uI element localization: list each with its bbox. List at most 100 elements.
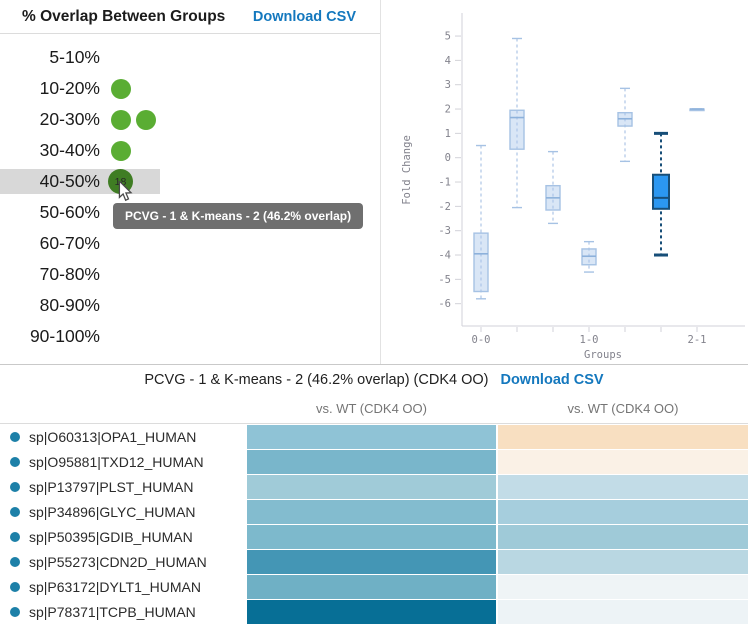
heatmap-cell[interactable] (498, 500, 748, 524)
top-area: % Overlap Between Groups Download CSV 5-… (0, 0, 748, 364)
protein-name-cell: sp|P55273|CDN2D_HUMAN (0, 550, 247, 574)
group-dot[interactable] (136, 109, 156, 130)
protein-bullet-icon (10, 581, 20, 592)
heatmap-cell[interactable] (247, 525, 496, 549)
box-series-1[interactable] (509, 37, 525, 209)
heatmap-cell[interactable] (247, 450, 496, 474)
svg-text:2: 2 (445, 104, 451, 116)
svg-text:5: 5 (445, 31, 451, 43)
range-label: 10-20% (39, 78, 100, 98)
cursor-icon (118, 179, 135, 207)
protein-name: sp|P13797|PLST_HUMAN (29, 478, 194, 495)
group-dot[interactable] (111, 78, 131, 99)
box-series-6[interactable] (689, 108, 705, 112)
protein-name-cell: sp|P13797|PLST_HUMAN (0, 475, 247, 499)
svg-text:4: 4 (445, 55, 451, 67)
overlap-range-row: 60-70% (0, 228, 380, 259)
heatmap-table: sp|O60313|OPA1_HUMAN sp|O95881|TXD12_HUMA… (0, 424, 748, 624)
table-row[interactable]: sp|O60313|OPA1_HUMAN (0, 425, 748, 449)
heatmap-cell[interactable] (498, 475, 748, 499)
svg-text:0: 0 (445, 152, 451, 164)
heatmap-cell[interactable] (247, 475, 496, 499)
group-dot[interactable] (111, 140, 131, 161)
svg-text:-1: -1 (438, 177, 451, 189)
row-highlight-band (0, 169, 160, 194)
table-row[interactable]: sp|P50395|GDIB_HUMAN (0, 525, 748, 549)
group-dots (111, 109, 156, 130)
overlap-range-row: 50-60% (0, 197, 380, 228)
box-series-4[interactable] (617, 87, 633, 163)
range-label: 20-30% (39, 109, 100, 129)
overlap-panel: % Overlap Between Groups Download CSV 5-… (0, 0, 380, 364)
overlap-panel-header: % Overlap Between Groups Download CSV (0, 0, 380, 34)
range-label: 5-10% (49, 47, 100, 67)
protein-bullet-icon (10, 531, 20, 542)
heatmap-cell[interactable] (498, 575, 748, 599)
table-row[interactable]: sp|P63172|DYLT1_HUMAN (0, 575, 748, 599)
column-header-1: vs. WT (CDK4 OO) (316, 401, 427, 416)
column-header-2: vs. WT (CDK4 OO) (567, 401, 679, 416)
group-dots (111, 140, 131, 161)
overlap-download-csv-link[interactable]: Download CSV (252, 9, 356, 25)
protein-name-cell: sp|P63172|DYLT1_HUMAN (0, 575, 247, 599)
protein-bullet-icon (10, 556, 20, 567)
protein-name: sp|P55273|CDN2D_HUMAN (29, 553, 207, 570)
group-dots (111, 78, 131, 99)
table-row[interactable]: sp|O95881|TXD12_HUMAN (0, 450, 748, 474)
protein-name-cell: sp|O60313|OPA1_HUMAN (0, 425, 247, 449)
heatmap-cell[interactable] (247, 550, 496, 574)
heatmap-title: PCVG - 1 & K-means - 2 (46.2% overlap) (… (144, 372, 489, 388)
protein-bullet-icon (10, 456, 20, 467)
range-label: 90-100% (29, 326, 100, 346)
heatmap-cell[interactable] (247, 500, 496, 524)
range-label: 60-70% (39, 233, 100, 253)
heatmap-title-row: PCVG - 1 & K-means - 2 (46.2% overlap) (… (0, 365, 748, 395)
protein-bullet-icon (10, 431, 20, 442)
overlap-range-row: 20-30% (0, 104, 380, 135)
heatmap-cell[interactable] (247, 425, 496, 449)
protein-bullet-icon (10, 506, 20, 517)
box-series-3[interactable] (581, 240, 597, 273)
range-label: 70-80% (39, 264, 100, 284)
heatmap-panel: PCVG - 1 & K-means - 2 (46.2% overlap) (… (0, 364, 748, 625)
overlap-range-row: 80-90% (0, 290, 380, 321)
table-row[interactable]: sp|P34896|GLYC_HUMAN (0, 500, 748, 524)
box-series-0[interactable] (473, 144, 489, 300)
box-series-5[interactable] (652, 131, 670, 257)
range-label: 40-50% (39, 171, 100, 191)
heatmap-download-csv-link[interactable]: Download CSV (500, 372, 604, 388)
protein-name: sp|O95881|TXD12_HUMAN (29, 453, 204, 470)
svg-text:2-1: 2-1 (688, 334, 707, 346)
fold-change-boxplot[interactable]: 5 4 3 2 1 0 -1 -2 -3 -4 -5 -6 0-0 1-0 2-1 Fold Change Gr… (381, 0, 748, 364)
protein-name: sp|P50395|GDIB_HUMAN (29, 528, 193, 545)
protein-name-cell: sp|P50395|GDIB_HUMAN (0, 525, 247, 549)
heatmap-cell[interactable] (498, 425, 748, 449)
range-label: 80-90% (39, 295, 100, 315)
heatmap-cell[interactable] (247, 575, 496, 599)
svg-text:-3: -3 (438, 225, 451, 237)
overlap-range-row: 40-50%18 (0, 166, 380, 197)
overlap-range-row: 90-100% (0, 321, 380, 352)
overlap-range-row: 5-10% (0, 42, 380, 73)
protein-name-cell: sp|O95881|TXD12_HUMAN (0, 450, 247, 474)
table-row[interactable]: sp|P55273|CDN2D_HUMAN (0, 550, 748, 574)
svg-text:-5: -5 (438, 274, 451, 286)
heatmap-cell[interactable] (498, 450, 748, 474)
boxplot-panel: 5 4 3 2 1 0 -1 -2 -3 -4 -5 -6 0-0 1-0 2-1 Fold Change Gr… (380, 0, 748, 364)
overlap-range-list: 5-10% 10-20% 20-30% 30-40% 40-50%18 50-60% 60-… (0, 34, 380, 352)
overlap-range-row: 30-40% (0, 135, 380, 166)
heatmap-cell[interactable] (498, 550, 748, 574)
box-series-2[interactable] (545, 150, 561, 225)
svg-text:-6: -6 (438, 298, 451, 310)
table-row[interactable]: sp|P13797|PLST_HUMAN (0, 475, 748, 499)
overlap-tooltip: PCVG - 1 & K-means - 2 (46.2% overlap) (113, 203, 364, 229)
svg-text:Groups: Groups (584, 349, 622, 361)
protein-bullet-icon (10, 481, 20, 492)
protein-name: sp|P63172|DYLT1_HUMAN (29, 578, 201, 595)
group-dot[interactable] (111, 109, 131, 130)
protein-name-cell: sp|P34896|GLYC_HUMAN (0, 500, 247, 524)
protein-name: sp|O60313|OPA1_HUMAN (29, 428, 197, 445)
svg-text:1: 1 (445, 128, 451, 140)
heatmap-cell[interactable] (498, 525, 748, 549)
svg-text:-4: -4 (438, 250, 451, 262)
